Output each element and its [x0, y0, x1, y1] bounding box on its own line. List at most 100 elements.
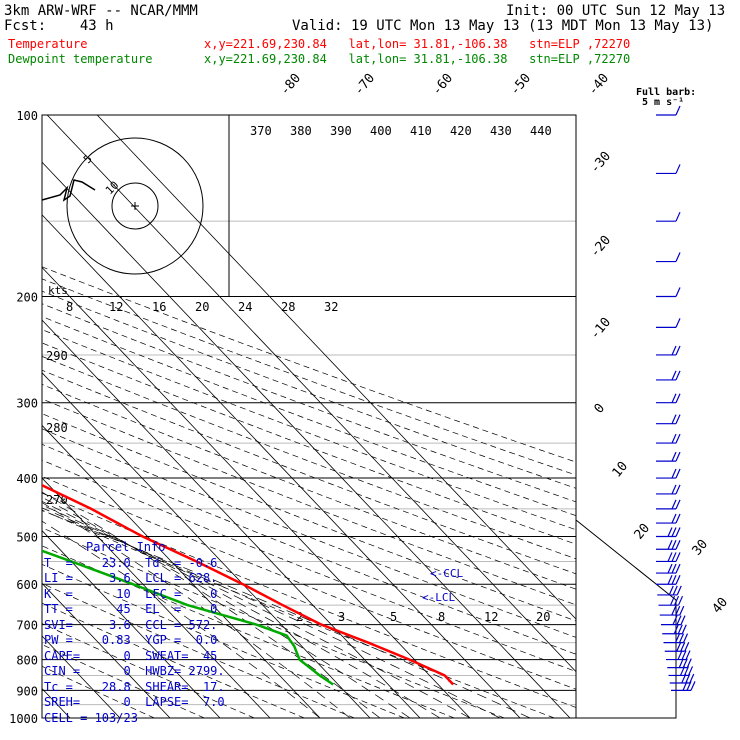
- wind-barb: [662, 624, 687, 635]
- hodograph-trace: [41, 179, 96, 202]
- dry-adiabat: [42, 329, 576, 531]
- wind-legend-value: 5 m s⁻¹: [642, 97, 685, 108]
- moist-adiabat: [42, 496, 411, 718]
- diagram-frame: [41, 114, 677, 719]
- pressure-label: 200: [16, 291, 38, 305]
- parcel-info-row: PW = 0.83 YGP = 0.0: [44, 633, 218, 647]
- ccl-annotation: <-CCL: [430, 567, 463, 580]
- hodograph-ring-inner: [111, 182, 159, 230]
- forecast-hour: Fcst: 43 h: [4, 18, 114, 34]
- parcel-info-row: Tc = 28.8 SHEAR= 17.: [44, 679, 225, 694]
- wind-barb: [656, 211, 681, 222]
- potential-temp-label: 400: [370, 124, 392, 138]
- temperature-location: x,y=221.69,230.84 lat,lon= 31.81,-106.38…: [204, 37, 631, 51]
- inset-temp-label: 16: [152, 300, 166, 314]
- isotherm-label: -40: [586, 71, 613, 99]
- isotherm-line: [42, 266, 471, 718]
- wind-barb: [658, 595, 684, 606]
- inset-temp-label: 24: [238, 300, 252, 314]
- moist-adiabat: [42, 500, 441, 718]
- dry-adiabat: [42, 583, 355, 718]
- theta-label: 270: [46, 493, 68, 507]
- dry-adiabat: [42, 527, 505, 718]
- parcel-info-row: SVI= 3.6 CCL = 572.: [44, 617, 218, 632]
- isotherm-label: -30: [588, 149, 615, 177]
- pressure-label: 700: [16, 619, 38, 633]
- wind-barb: [656, 287, 681, 298]
- mixing-ratio-label: 2: [296, 610, 303, 624]
- wind-barb: [656, 563, 681, 574]
- potential-temp-label: 390: [330, 124, 352, 138]
- hodograph: 5 10 kts: [41, 137, 204, 297]
- isotherm-line: [42, 214, 521, 718]
- wind-barb: [656, 345, 681, 356]
- isotherm-label: 20: [632, 521, 654, 543]
- level-annotations: <-CCL <-LCL: [422, 567, 463, 604]
- isotherm-line: [42, 319, 421, 718]
- wind-legend-title: Full barb:: [636, 87, 697, 98]
- parcel-info-row: CELL = 103/23: [44, 710, 138, 725]
- inset-temp-label: 28: [281, 300, 295, 314]
- inset-temp-label: 12: [109, 300, 123, 314]
- potential-temp-label: 420: [450, 124, 472, 138]
- mixing-ratio-label: 5: [390, 610, 397, 624]
- isotherm-label: -80: [278, 71, 305, 99]
- isotherm-line: [42, 424, 321, 718]
- pressure-label: 400: [16, 472, 38, 486]
- dewpoint-location: x,y=221.69,230.84 lat,lon= 31.81,-106.38…: [204, 52, 631, 66]
- isotherm-line: [42, 372, 371, 718]
- wind-barb: [656, 552, 681, 563]
- dry-adiabat: [42, 644, 205, 718]
- parcel-info-row: CAPE= 0 SWEAT= 45: [44, 648, 218, 663]
- wind-barbs: [656, 105, 696, 692]
- wind-barb: [656, 370, 681, 381]
- parcel-info-row: T = 23.0 Td = -0.6: [44, 555, 218, 570]
- isotherm-label: -60: [430, 71, 457, 99]
- wind-barb: [656, 414, 681, 425]
- dry-adiabat: [42, 563, 405, 718]
- model-title: 3km ARW-WRF -- NCAR/MMM: [4, 3, 198, 19]
- wind-barb: [656, 433, 681, 444]
- wind-barb: [656, 105, 681, 116]
- wind-barb: [656, 540, 681, 550]
- isotherm-line: [42, 477, 271, 718]
- isotherm-line: [42, 582, 171, 718]
- inset-temp-label: 8: [66, 300, 73, 314]
- isotherm-label: -70: [352, 71, 379, 99]
- isotherm-label: -20: [588, 233, 615, 261]
- pressure-label: 100: [16, 109, 38, 123]
- isotherm-line: [42, 161, 571, 718]
- wind-barb: [656, 318, 681, 328]
- isotherm-label: 0: [592, 401, 609, 417]
- wind-barb: [666, 650, 691, 661]
- inset-temp-label: 20: [195, 300, 209, 314]
- parcel-info-row: SREH= 0 LAPSE= 7.0: [44, 695, 225, 709]
- parcel-info-row: K = 10 LFC = 0: [44, 586, 218, 601]
- temperature-legend: Temperature: [8, 37, 88, 51]
- pressure-label: 300: [16, 397, 38, 411]
- pressure-label: 500: [16, 530, 38, 544]
- pressure-label: 600: [16, 578, 38, 592]
- isotherm-line: [46, 115, 576, 673]
- wind-barb: [656, 451, 681, 462]
- mixing-ratio-label: 3: [338, 610, 345, 624]
- theta-label: 290: [46, 349, 68, 363]
- dry-adiabat: [42, 459, 576, 672]
- parcel-info-title: Parcel Info: [86, 540, 166, 554]
- pressure-axis-labels: 100 200 300 400 500 600 700 800 900 1000: [9, 109, 38, 726]
- wind-barb: [659, 605, 685, 616]
- dry-adiabat: [42, 303, 576, 503]
- init-time: Init: 00 UTC Sun 12 May 13: [506, 3, 726, 19]
- dry-adiabat: [42, 492, 576, 708]
- dry-adiabat: [42, 384, 576, 590]
- sounding-profiles: [42, 483, 455, 686]
- potential-temp-label: 380: [290, 124, 312, 138]
- dry-adiabat: [42, 509, 555, 718]
- isotherm-label: 40: [710, 595, 732, 617]
- inset-temp-label: 32: [324, 300, 338, 314]
- dry-adiabat: [42, 443, 576, 655]
- dry-adiabat: [42, 665, 155, 718]
- isotherm-line: [96, 115, 576, 620]
- isotherm-line: [42, 530, 221, 718]
